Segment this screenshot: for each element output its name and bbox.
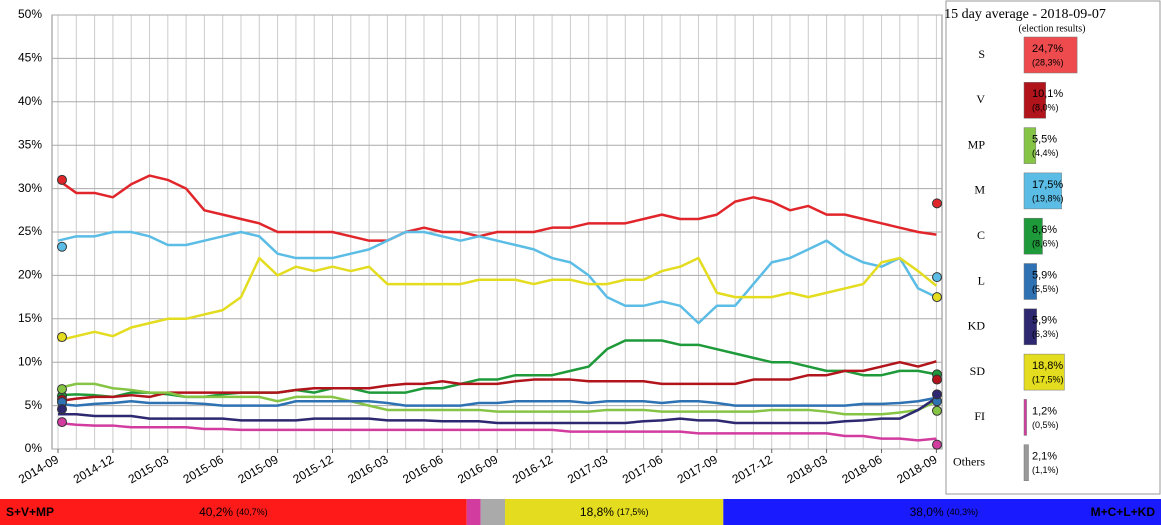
bar: [1023, 127, 1037, 164]
category-label: S: [978, 47, 985, 61]
right-bloc-bar: [723, 499, 1161, 525]
election-start-marker: [57, 384, 67, 395]
election-label: (17,5%): [1032, 374, 1064, 384]
bloc-label: 18,8% (17,5%): [580, 505, 649, 519]
series-line: [57, 256, 938, 342]
y-tick-label: 35%: [18, 137, 42, 151]
category-label: SD: [970, 364, 986, 378]
bar: [1023, 308, 1037, 346]
category-label: C: [977, 228, 985, 242]
election-start-marker: [57, 241, 67, 252]
value-label: 2,1%: [1032, 451, 1057, 463]
bloc-label: 38,0% (40,3%): [910, 505, 979, 519]
series-line: [57, 396, 937, 407]
bloc-value: 38,0%: [910, 505, 944, 519]
bar: [1023, 217, 1043, 255]
side-panel: [945, 0, 1161, 495]
others-bar: [480, 499, 506, 525]
election-label: (1,1%): [1032, 465, 1059, 475]
bloc-name: M+C+L+KD: [1091, 505, 1156, 519]
fi-bar: [466, 499, 481, 525]
election-end-marker: [932, 389, 942, 400]
category-label: Others: [953, 454, 985, 468]
value-label: 5,9%: [1032, 269, 1057, 281]
series-line: [57, 230, 937, 325]
series-line: [58, 396, 938, 425]
series-line: [57, 382, 937, 416]
election-label: (28,3%): [1032, 57, 1064, 67]
category-label: L: [978, 273, 985, 287]
bar: [1023, 353, 1065, 391]
election-start-marker: [57, 174, 67, 185]
election-start-marker: [57, 404, 67, 415]
y-tick-label: 25%: [18, 224, 42, 238]
election-end-marker: [932, 374, 942, 385]
value-label: 18,8%: [1032, 360, 1063, 372]
panel-title: 15 day average - 2018-09-07: [944, 7, 1106, 22]
series-line: [57, 174, 937, 242]
election-end-marker: [932, 405, 942, 416]
bloc-label: 40,2% (40,7%): [199, 505, 268, 519]
value-label: 8,6%: [1032, 224, 1057, 236]
election-end-marker: [932, 198, 942, 209]
sd-bar: [505, 499, 724, 525]
value-label: 10,1%: [1032, 88, 1063, 100]
election-label: (8,6%): [1032, 239, 1059, 249]
y-tick-label: 50%: [18, 7, 42, 21]
category-label: MP: [968, 137, 986, 151]
election-end-marker: [932, 439, 942, 450]
series-line: [57, 421, 937, 442]
bloc-election: (17,5%): [617, 507, 649, 517]
value-label: 5,5%: [1032, 134, 1057, 146]
y-tick-label: 20%: [18, 268, 42, 282]
election-start-marker: [57, 332, 67, 343]
category-label: M: [974, 183, 985, 197]
bar: [1023, 82, 1046, 119]
y-tick-label: 30%: [18, 181, 42, 195]
election-label: (4,4%): [1032, 148, 1059, 158]
value-label: 1,2%: [1032, 405, 1057, 417]
y-tick-label: 5%: [25, 398, 43, 412]
panel-subtitle: (election results): [1019, 23, 1086, 34]
category-label: FI: [974, 409, 985, 423]
y-tick-label: 45%: [18, 51, 42, 65]
bloc-election: (40,3%): [947, 507, 979, 517]
election-label: (5,5%): [1032, 284, 1059, 294]
category-label: V: [976, 92, 985, 106]
bloc-value: 40,2%: [199, 505, 233, 519]
election-label: (0,5%): [1032, 420, 1059, 430]
bar: [1023, 172, 1062, 210]
y-tick-label: 0%: [25, 441, 43, 455]
bloc-election: (40,7%): [236, 507, 268, 517]
bar: [1023, 36, 1078, 74]
election-label: (19,8%): [1032, 193, 1064, 203]
y-tick-label: 40%: [18, 94, 42, 108]
left-bloc-bar: [0, 499, 467, 525]
value-label: 5,9%: [1032, 315, 1057, 327]
election-label: (6,3%): [1032, 329, 1059, 339]
bloc-value: 18,8%: [580, 505, 614, 519]
y-tick-label: 10%: [18, 354, 42, 368]
value-label: 24,7%: [1032, 43, 1063, 55]
y-tick-label: 15%: [18, 311, 42, 325]
bar: [1023, 444, 1029, 481]
election-end-marker: [932, 292, 942, 303]
election-label: (8,0%): [1032, 103, 1059, 113]
bar: [1023, 263, 1037, 300]
category-label: KD: [968, 319, 986, 333]
bar: [1023, 399, 1027, 436]
election-start-marker: [57, 417, 67, 428]
series-line: [57, 360, 937, 403]
value-label: 17,5%: [1032, 179, 1063, 191]
bloc-name: S+V+MP: [6, 505, 54, 519]
election-end-marker: [932, 272, 942, 283]
